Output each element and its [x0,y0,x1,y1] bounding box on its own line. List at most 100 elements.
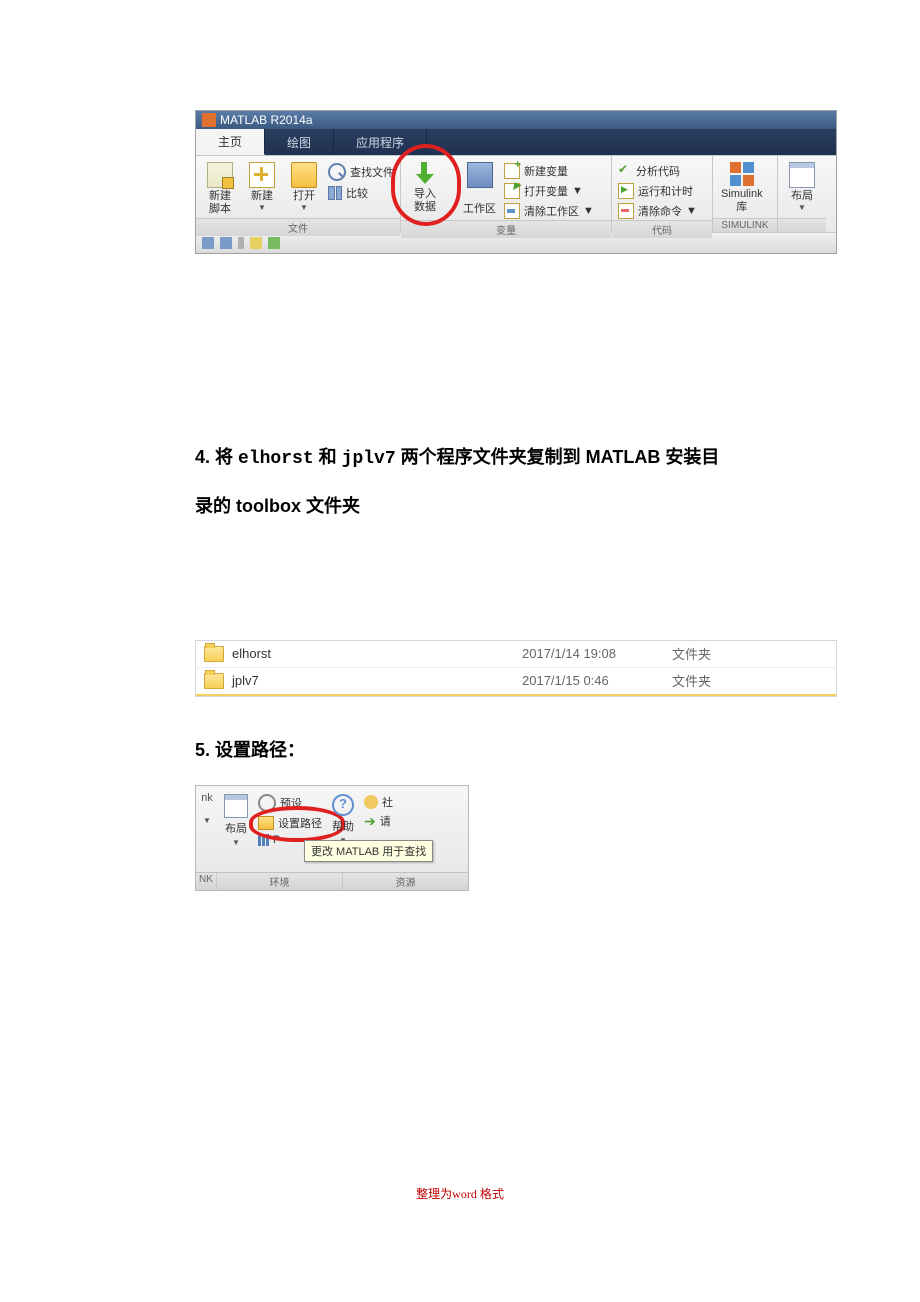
btn-label: 新建 [209,190,231,203]
parallel-icon [258,834,269,846]
btn-label2: 工作区 [463,203,496,216]
new-variable-button[interactable]: 新建变量 [502,162,596,180]
tab-label: 应用程序 [356,134,404,151]
preferences-button[interactable]: 预设 [258,794,322,812]
btn-label: 清除工作区 [524,203,579,219]
matlab-ribbon-screenshot: MATLAB R2014a 主页 绘图 应用程序 新建 脚本 新建 [195,110,837,254]
group-label-simulink: SIMULINK [713,218,777,232]
tab-home[interactable]: 主页 [196,129,265,155]
folder-type: 文件夹 [672,671,711,690]
chevron-down-icon: ▼ [300,203,308,213]
layout-icon [224,794,248,818]
layout-button[interactable]: 布局 ▼ [218,792,254,849]
clear-workspace-button[interactable]: 清除工作区 ▼ [502,202,596,220]
code-small-stack: 分析代码 运行和计时 清除命令 ▼ [616,160,699,220]
btn-label: 新建 [251,190,273,203]
open-variable-button[interactable]: 打开变量 ▼ [502,182,596,200]
setpath-group-labels: NK 环境 资源 [196,872,468,890]
qat-item-icon[interactable] [268,237,280,249]
tab-apps[interactable]: 应用程序 [334,129,427,155]
ribbon-group-simulink: Simulink 库 SIMULINK [713,156,778,232]
new-variable-icon [504,163,520,179]
chevron-down-icon: ▼ [798,203,806,213]
qat-item-icon[interactable] [202,237,214,249]
new-button[interactable]: 新建 ▼ [242,160,282,215]
group-label-file: 文件 [196,218,400,236]
environment-stack: 预设 设置路径 P [258,792,322,846]
save-workspace-icon [467,162,493,188]
footer-text: 整理为word 格式 [416,1187,504,1201]
left-cut-stub: nk ▼ [200,792,214,825]
folder-name: elhorst [232,646,522,661]
chevron-down-icon: ▼ [572,185,583,197]
run-and-time-button[interactable]: 运行和计时 [616,182,699,200]
btn-label: 清除命令 [638,203,682,219]
import-data-button[interactable]: 导入 数据 [405,160,445,216]
analyze-code-button[interactable]: 分析代码 [616,162,699,180]
analyze-code-icon [618,164,632,178]
qat-item-icon[interactable] [238,237,244,249]
tab-label: 主页 [218,133,242,150]
open-button[interactable]: 打开 ▼ [284,160,324,215]
chevron-down-icon: ▼ [686,205,697,217]
clear-commands-button[interactable]: 清除命令 ▼ [616,202,699,220]
btn-label: 帮助 [332,818,354,834]
btn-label: 布局 [225,820,247,836]
btn-label: 设置路径 [278,815,322,831]
open-folder-icon [291,162,317,188]
ribbon-tabs: 主页 绘图 应用程序 [196,129,836,155]
step4-heading: 4. 将 elhorst 和 jplv7 两个程序文件夹复制到 MATLAB 安… [195,434,725,530]
community-button[interactable]: 社 [364,794,393,810]
tab-plots[interactable]: 绘图 [265,129,334,155]
btn-label: 请 [380,813,391,829]
run-time-icon [618,183,634,199]
new-script-icon [207,162,233,188]
find-files-button[interactable]: 查找文件 [326,162,396,182]
text-run: 和 [314,447,342,467]
btn-label: P [273,834,280,846]
document-page: MATLAB R2014a 主页 绘图 应用程序 新建 脚本 新建 [0,0,920,1302]
qat-item-icon[interactable] [250,237,262,249]
group-label-env: 环境 [217,873,343,890]
btn-label: Simulink [721,188,763,201]
save-workspace-button[interactable]: 保存 工作区 [459,160,500,218]
variable-small-stack: 新建变量 打开变量 ▼ 清除工作区 ▼ [502,160,596,220]
request-support-button[interactable]: ➔ 请 [364,813,393,829]
layout-button[interactable]: 布局 ▼ [782,160,822,215]
compare-button[interactable]: 比较 [326,184,396,202]
qat-item-icon[interactable] [220,237,232,249]
window-title: MATLAB R2014a [220,113,313,127]
btn-label: 新建变量 [524,163,568,179]
folder-date: 2017/1/15 0:46 [522,673,672,688]
group-label-code: 代码 [612,220,712,238]
tooltip-text: 更改 MATLAB 用于查找 [311,846,426,858]
layout-icon [789,162,815,188]
resources-stack: 社 ➔ 请 [364,792,393,829]
open-variable-icon [504,183,520,199]
btn-label: 导入 [414,188,436,201]
compare-icon [328,186,342,200]
folder-type: 文件夹 [672,644,711,663]
new-script-button[interactable]: 新建 脚本 [200,160,240,218]
btn-label2: 脚本 [209,203,231,216]
preferences-icon [258,794,276,812]
step5-heading: 5. 设置路径： [195,727,725,774]
file-small-stack: 查找文件 比较 [326,160,396,202]
ribbon-group-layout: 布局 ▼ [778,156,826,232]
chevron-down-icon: ▼ [583,205,594,217]
group-stub: NK [196,873,217,890]
chevron-down-icon: ▼ [258,203,266,213]
text-run: 录的 toolbox 文件夹 [195,496,360,516]
group-label-resources: 资源 [343,873,468,890]
folder-row[interactable]: jplv7 2017/1/15 0:46 文件夹 [196,668,836,696]
setpath-screenshot: nk ▼ 布局 ▼ 预设 设置路径 P [195,785,469,891]
help-button[interactable]: ? 帮助 ▼ [326,792,360,847]
simulink-library-button[interactable]: Simulink 库 [717,160,767,216]
request-support-icon: ➔ [364,814,376,828]
set-path-button[interactable]: 设置路径 [258,815,322,831]
import-data-icon [413,162,437,186]
folder-name: jplv7 [232,673,522,688]
btn-label: 预设 [280,795,302,811]
folder-row[interactable]: elhorst 2017/1/14 19:08 文件夹 [196,641,836,668]
tab-label: 绘图 [287,134,311,151]
